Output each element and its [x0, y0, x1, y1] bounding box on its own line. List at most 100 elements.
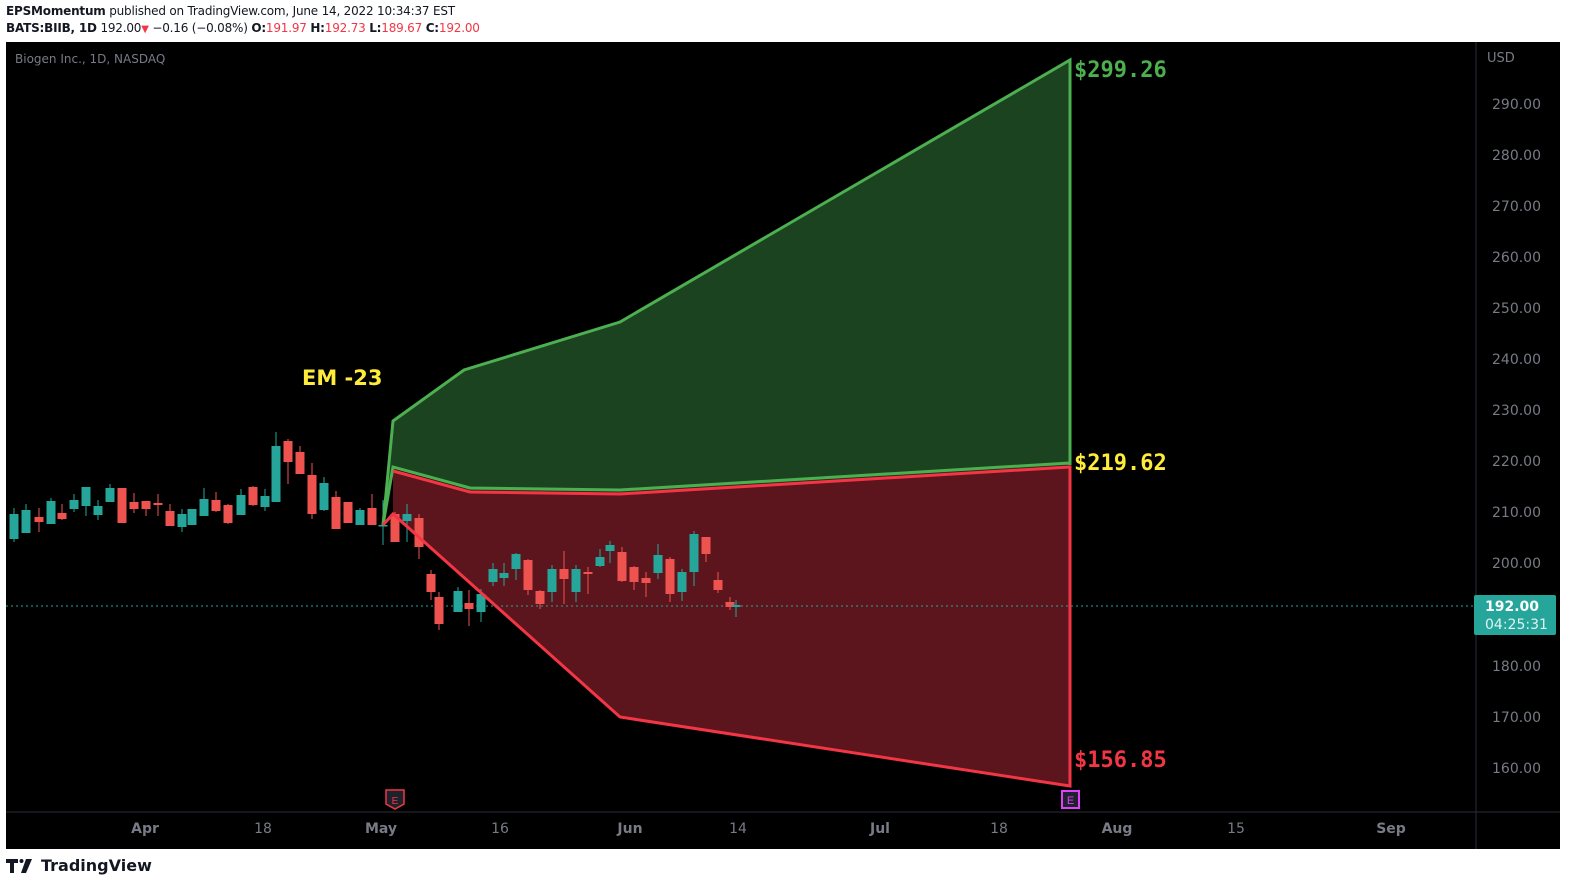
candle — [701, 537, 711, 554]
y-tick: 250.00 — [1492, 301, 1541, 317]
candle — [713, 580, 723, 590]
y-tick: 290.00 — [1492, 97, 1541, 113]
chart-legend-title[interactable]: Biogen Inc., 1D, NASDAQ — [15, 52, 166, 66]
y-tick: 210.00 — [1492, 505, 1541, 521]
earnings-marker-upcoming[interactable]: E — [1061, 790, 1080, 809]
last-price: 192.00 — [100, 21, 142, 35]
candle — [523, 560, 533, 590]
candle — [21, 510, 31, 533]
candle — [105, 488, 115, 502]
candle — [641, 578, 651, 583]
candle — [141, 501, 151, 509]
y-tick: 200.00 — [1492, 556, 1541, 572]
candle — [725, 602, 735, 607]
candle — [283, 441, 293, 462]
y-tick: 280.00 — [1492, 148, 1541, 164]
y-tick: 270.00 — [1492, 199, 1541, 215]
candle — [464, 603, 474, 609]
candle — [187, 509, 197, 525]
x-tick: 18 — [990, 821, 1008, 837]
candle — [367, 508, 377, 525]
candle — [355, 510, 365, 525]
candle — [414, 518, 424, 547]
x-tick: 15 — [1227, 821, 1245, 837]
candle — [177, 514, 187, 527]
x-tick: Sep — [1376, 821, 1406, 837]
expected-move-label: EM -23 — [302, 366, 383, 390]
y-tick: 230.00 — [1492, 403, 1541, 419]
candle — [535, 591, 545, 604]
candle — [34, 517, 44, 522]
candle — [547, 569, 557, 592]
candle — [559, 569, 569, 579]
y-tick: 170.00 — [1492, 710, 1541, 726]
x-tick: Jun — [617, 821, 643, 837]
candle — [46, 501, 56, 524]
mid-red-line — [381, 465, 1072, 788]
author-name[interactable]: EPSMomentum — [6, 4, 106, 18]
candle — [236, 495, 246, 515]
last-price-tag: 192.00 04:25:31 — [1474, 595, 1556, 635]
candle — [223, 505, 233, 523]
candle — [295, 452, 305, 474]
candle — [81, 487, 91, 506]
x-tick: May — [364, 821, 398, 837]
ohlc-bar: BATS:BIIB, 1D 192.00▼ −0.16 (−0.08%) O:1… — [6, 21, 480, 35]
candle — [434, 597, 444, 624]
currency-label[interactable]: USD — [1487, 51, 1515, 66]
low-value: 189.67 — [381, 21, 423, 35]
candle — [129, 502, 139, 509]
upside-line — [381, 57, 1072, 526]
last-price-value: 192.00 — [1485, 599, 1540, 615]
open-value: 191.97 — [265, 21, 307, 35]
candle — [665, 559, 675, 594]
candle — [343, 502, 353, 523]
chart-canvas[interactable]: E E — [6, 42, 1560, 849]
candle — [629, 567, 639, 582]
tradingview-brand[interactable]: TradingView — [6, 856, 152, 875]
chart-area[interactable]: E E Biogen Inc., 1D, NASDAQ USD 290.00 2… — [6, 42, 1560, 849]
candle — [57, 513, 67, 519]
downside-projection-area — [393, 465, 1070, 786]
svg-text:E: E — [1067, 795, 1074, 807]
low-label: L: — [369, 21, 382, 35]
x-tick: Aug — [1101, 821, 1133, 837]
x-tick: 16 — [491, 821, 509, 837]
y-tick: 240.00 — [1492, 352, 1541, 368]
open-label: O: — [251, 21, 266, 35]
candle — [378, 525, 388, 527]
y-tick: 180.00 — [1492, 659, 1541, 675]
candle — [511, 554, 521, 569]
candle — [93, 506, 103, 515]
candle — [583, 572, 593, 574]
candle — [499, 573, 509, 578]
candle — [426, 574, 436, 592]
high-value: 192.73 — [324, 21, 366, 35]
brand-name: TradingView — [41, 856, 152, 875]
candle — [165, 511, 175, 526]
candle — [153, 503, 163, 505]
candle — [307, 475, 317, 514]
candle — [319, 483, 329, 510]
symbol-label: BATS:BIIB, 1D — [6, 21, 97, 35]
published-text: published on TradingView.com, June 14, 2… — [109, 4, 455, 18]
mid-green-line — [381, 461, 1071, 526]
candle — [390, 514, 400, 542]
y-tick: 260.00 — [1492, 250, 1541, 266]
x-tick: Apr — [131, 821, 159, 837]
candle — [260, 496, 270, 507]
candle — [331, 497, 341, 529]
close-value: 192.00 — [438, 21, 480, 35]
candle — [9, 514, 19, 539]
candle — [476, 594, 486, 612]
earnings-marker-past[interactable]: E — [385, 789, 405, 810]
candle — [402, 514, 412, 521]
price-change: −0.16 (−0.08%) — [152, 21, 248, 35]
x-tick: 14 — [729, 821, 747, 837]
tradingview-logo-icon — [6, 858, 32, 873]
candle — [211, 500, 221, 511]
mid-target-label: $219.62 — [1074, 451, 1167, 476]
publish-info: EPSMomentum published on TradingView.com… — [6, 4, 455, 18]
candle — [605, 545, 615, 551]
upper-target-label: $299.26 — [1074, 58, 1167, 83]
